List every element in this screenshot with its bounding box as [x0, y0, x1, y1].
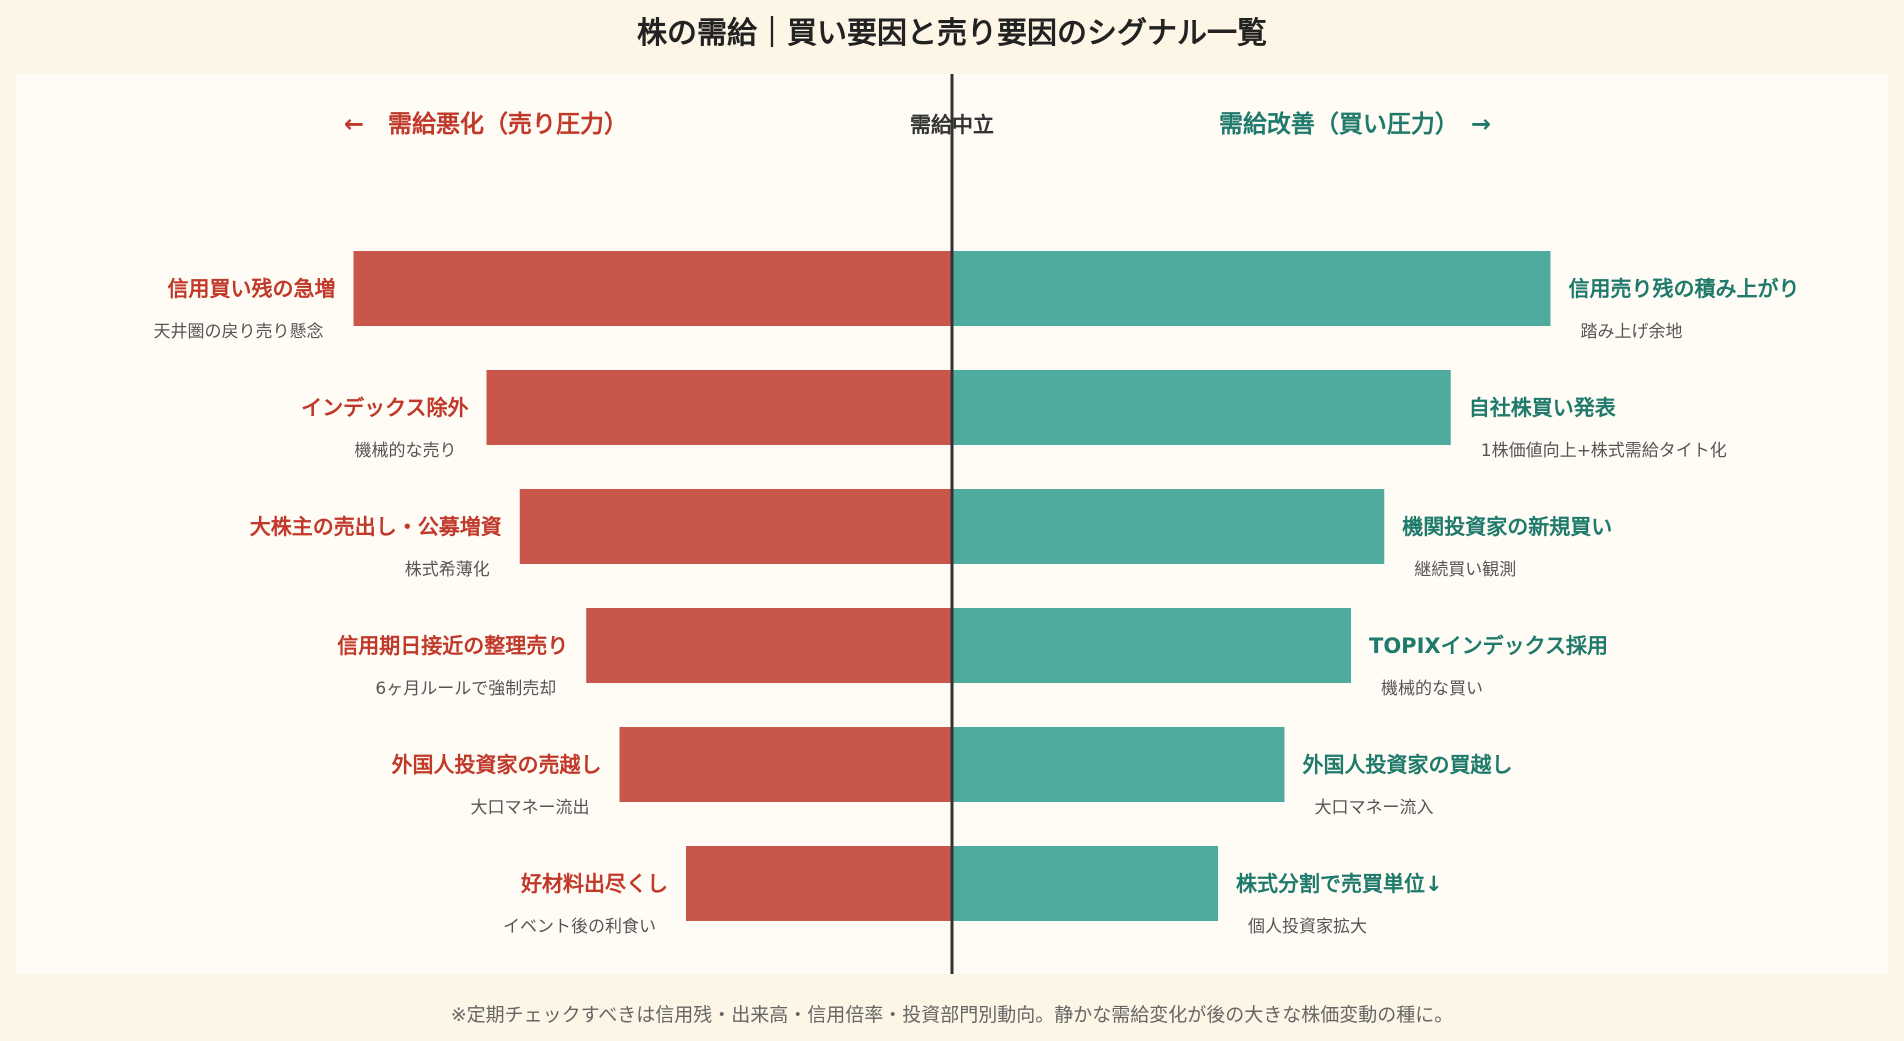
- buy-factor-bar: [953, 489, 1385, 564]
- sell-factor-note: 6ヶ月ルールで強制売却: [375, 679, 556, 699]
- buy-factor-note: 継続買い観測: [1414, 560, 1516, 580]
- sell-factor-note: イベント後の利食い: [503, 917, 656, 937]
- buy-factor-note: 大口マネー流入: [1315, 798, 1434, 818]
- sell-factor-label: 大株主の売出し・公募増資: [250, 515, 502, 539]
- buy-factor-bar: [953, 370, 1451, 445]
- sell-factor-bar: [586, 608, 951, 683]
- buy-factor-label: 株式分割で売買単位↓: [1236, 872, 1443, 896]
- buy-factor-bar: [953, 846, 1218, 921]
- bars-layer: [353, 251, 1551, 921]
- labels-layer: 信用買い残の急増天井圏の戻り売り懸念インデックス除外機械的な売り大株主の売出し・…: [154, 277, 1800, 937]
- sell-factor-bar: [619, 727, 951, 802]
- buy-factor-note: 機械的な買い: [1381, 679, 1483, 699]
- buy-factor-label: 外国人投資家の買越し: [1303, 753, 1513, 777]
- sell-factor-bar: [486, 370, 951, 445]
- buy-factor-label: 信用売り残の積み上がり: [1569, 277, 1800, 301]
- sell-factor-label: 信用期日接近の整理売り: [337, 634, 568, 658]
- sell-factor-note: 天井圏の戻り売り懸念: [154, 321, 324, 342]
- sell-factor-bar: [686, 846, 951, 921]
- sell-factor-note: 株式希薄化: [405, 560, 490, 580]
- diverging-bar-chart: ← 需給悪化（売り圧力） 需給中立 需給改善（買い圧力） → 信用買い残の急増天…: [154, 74, 1800, 974]
- sell-factor-label: インデックス除外: [301, 396, 468, 420]
- sell-factor-note: 機械的な売り: [355, 441, 457, 461]
- buy-factor-label: 自社株買い発表: [1469, 396, 1617, 420]
- footnote: ※定期チェックすべきは信用残・出来高・信用倍率・投資部門別動向。静かな需給変化が…: [450, 1004, 1454, 1026]
- chart-title: 株の需給｜買い要因と売り要因のシグナル一覧: [637, 16, 1267, 51]
- chart-panel: ← 需給悪化（売り圧力） 需給中立 需給改善（買い圧力） → 信用買い残の急増天…: [16, 74, 1888, 974]
- buy-factor-note: 踏み上げ余地: [1581, 322, 1683, 342]
- buy-factor-label: 機関投資家の新規買い: [1402, 515, 1612, 539]
- buy-factor-label: TOPIXインデックス採用: [1369, 634, 1608, 658]
- sell-factor-label: 外国人投資家の売越し: [392, 753, 602, 777]
- header-buy-pressure: 需給改善（買い圧力） →: [1219, 110, 1491, 138]
- buy-factor-bar: [953, 727, 1285, 802]
- sell-factor-note: 大口マネー流出: [471, 798, 590, 818]
- sell-factor-bar: [353, 251, 951, 326]
- sell-factor-bar: [519, 489, 951, 564]
- sell-factor-label: 信用買い残の急増: [168, 277, 336, 301]
- buy-factor-note: 1株価値向上+株式需給タイト化: [1481, 441, 1727, 461]
- buy-factor-note: 個人投資家拡大: [1248, 917, 1367, 937]
- buy-factor-bar: [953, 251, 1551, 326]
- sell-factor-label: 好材料出尽くし: [520, 872, 668, 896]
- buy-factor-bar: [953, 608, 1351, 683]
- header-sell-pressure: ← 需給悪化（売り圧力）: [344, 110, 628, 138]
- chart-header: ← 需給悪化（売り圧力） 需給中立 需給改善（買い圧力） →: [344, 110, 1491, 138]
